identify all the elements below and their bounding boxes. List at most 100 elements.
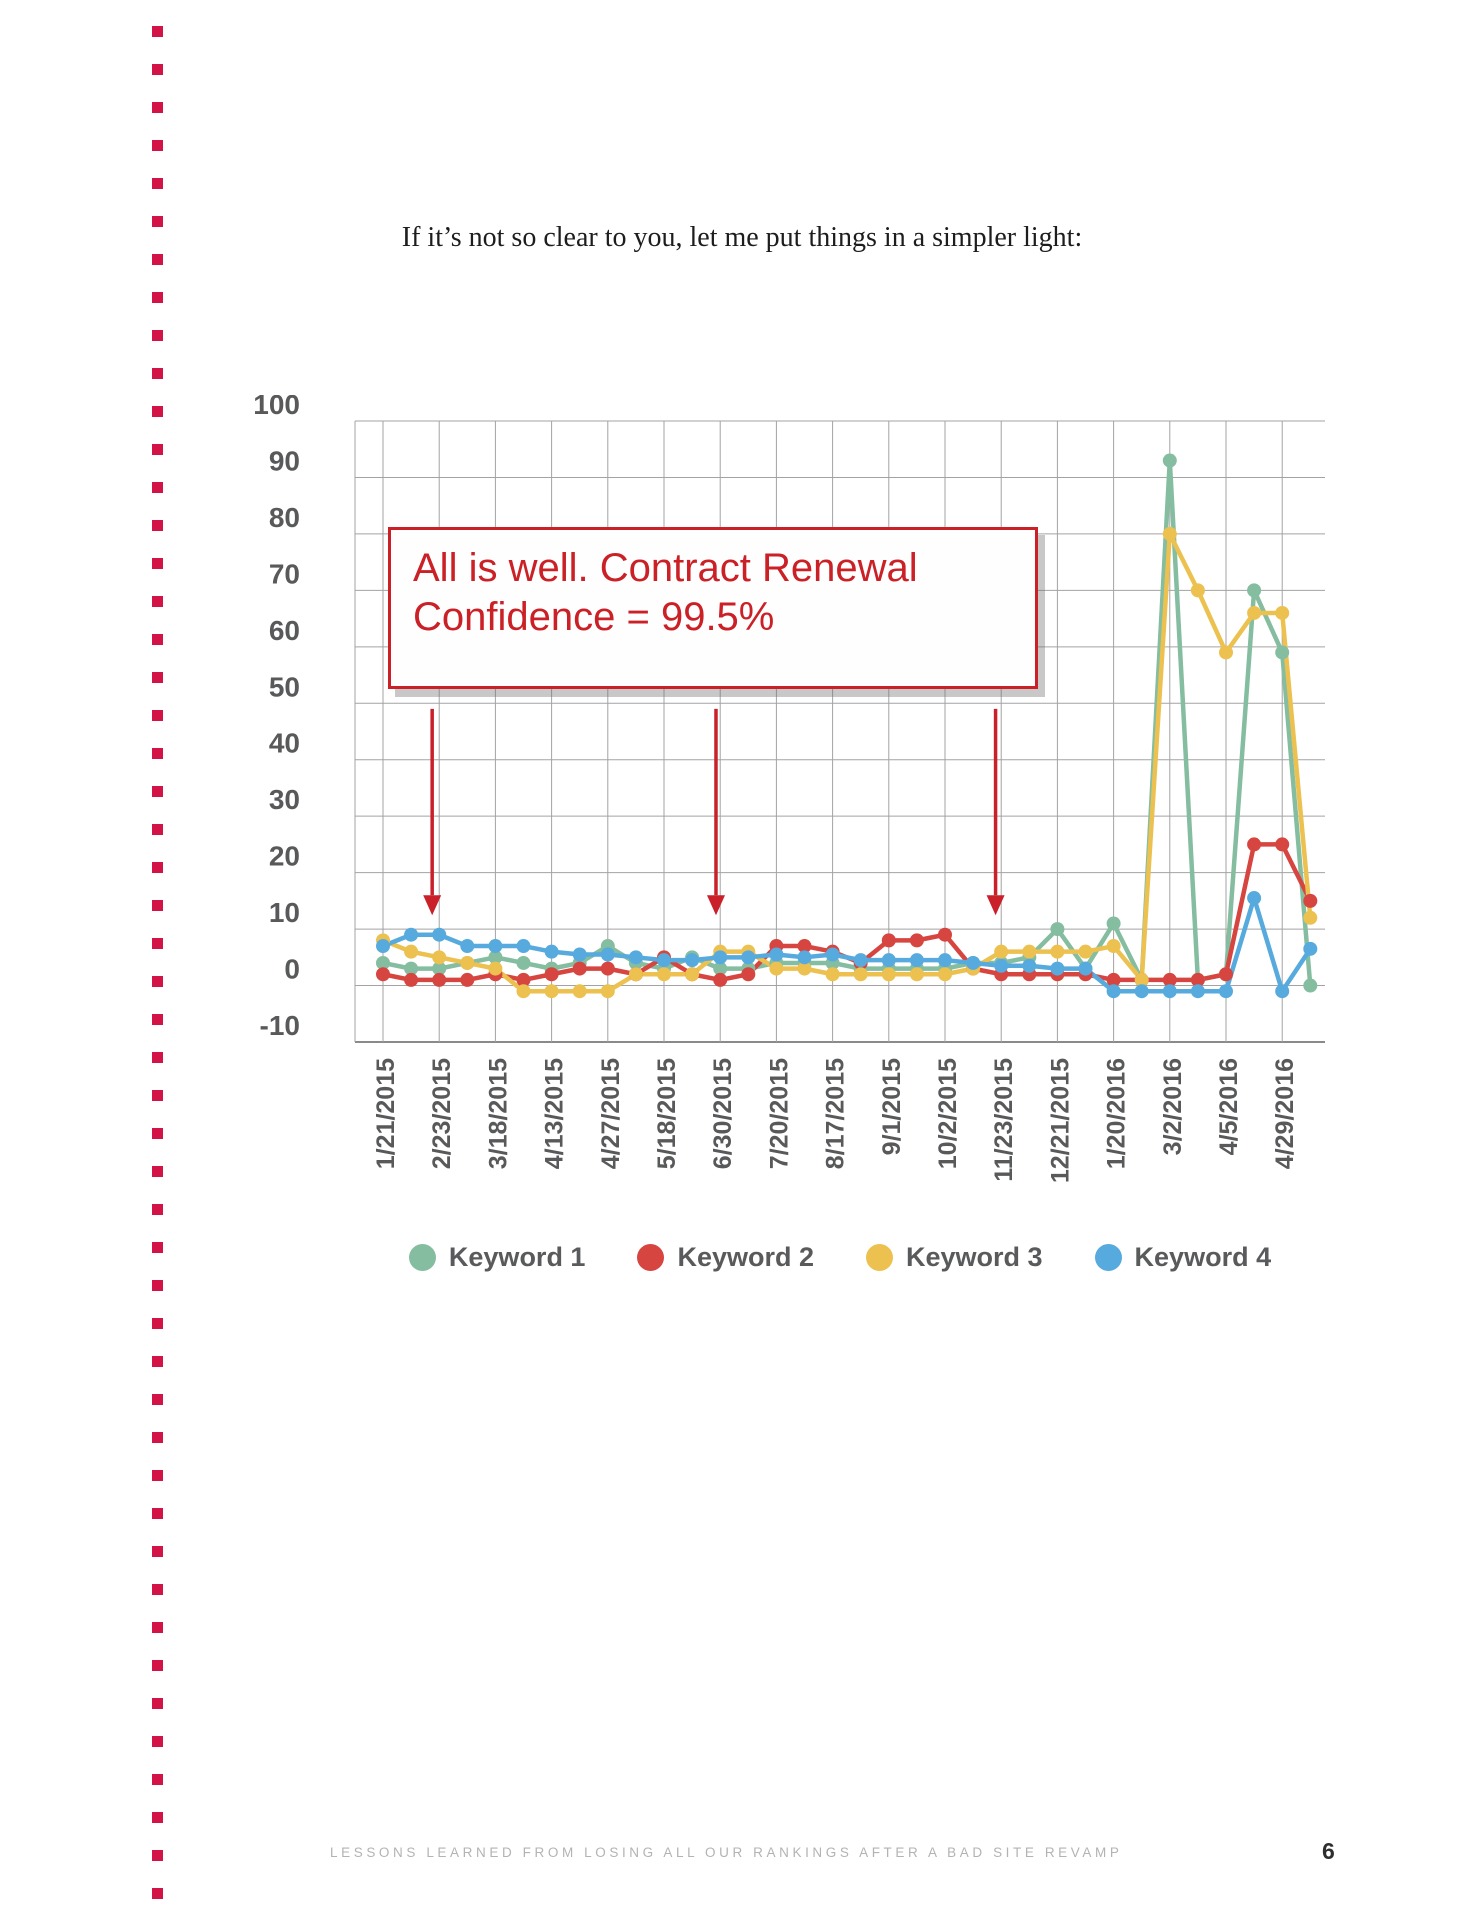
data-point [376,955,390,970]
data-point [544,967,559,982]
annotation-line2: Confidence = 99.5% [413,595,775,639]
data-point [544,984,559,999]
data-point [404,927,419,942]
x-axis-label: 5/18/2015 [653,1058,681,1169]
data-point [1219,967,1233,982]
x-axis-label: 2/23/2015 [428,1058,456,1169]
data-point [1303,893,1318,908]
data-point [1303,941,1318,956]
x-axis-label: 6/30/2015 [709,1058,737,1169]
x-axis-label: 3/18/2015 [484,1058,512,1169]
data-point [1219,984,1233,999]
data-point [572,984,587,999]
data-point [853,967,868,982]
data-point [376,939,390,954]
x-axis-label: 4/5/2016 [1215,1058,1243,1155]
x-axis-label: 3/2/2016 [1159,1058,1187,1155]
down-arrow-head [986,895,1005,916]
data-point [460,972,475,987]
data-point [1106,916,1121,931]
annotation-callout: All is well. Contract Renewal Confidence… [388,527,1038,689]
data-point [572,947,587,962]
x-axis-label: 10/2/2015 [934,1058,962,1169]
data-point [713,961,728,976]
legend-item: Keyword 4 [1094,1241,1272,1273]
data-point [769,947,784,962]
data-point [1275,605,1290,620]
data-point [1303,978,1318,993]
data-point [1078,944,1093,959]
data-point [1078,961,1093,976]
down-arrow-head [423,895,442,916]
data-point [628,967,643,982]
data-point [432,950,447,965]
x-axis-label: 4/29/2016 [1271,1058,1299,1169]
data-point [1106,984,1121,999]
y-axis-label: 40 [269,728,300,759]
data-point [994,958,1009,973]
y-axis-label: 80 [269,502,300,533]
legend-label: Keyword 4 [1134,1241,1272,1272]
legend-label: Keyword 2 [677,1241,814,1272]
y-axis-label: 50 [269,671,300,702]
data-point [797,950,812,965]
page-number: 6 [1322,1838,1335,1864]
y-axis-label: 0 [284,954,300,985]
legend-dot [637,1243,665,1271]
data-point [881,953,896,968]
data-point [909,953,924,968]
data-point [1162,453,1177,468]
legend-label: Keyword 1 [448,1241,586,1272]
legend-dot [866,1243,893,1271]
data-point [376,967,390,982]
chart-legend: Keyword 1 Keyword 2 Keyword 3 Keyword 4 [260,1232,1420,1282]
data-point [853,953,868,968]
data-point [460,955,475,970]
data-point [600,961,615,976]
legend-item: Keyword 1 [408,1241,586,1273]
legend-item: Keyword 2 [637,1242,814,1273]
data-point [1022,944,1037,959]
data-point [460,939,475,954]
data-point [1106,939,1121,954]
series-line-keyword-4 [382,895,1313,994]
data-point [881,967,896,982]
x-axis-label: 7/20/2015 [765,1058,793,1169]
data-point [938,967,952,982]
down-arrow-head [706,895,725,916]
data-point [713,972,728,987]
data-point [909,967,924,982]
legend-dot [1094,1243,1122,1271]
legend-label: Keyword 3 [906,1241,1043,1272]
x-axis-label: 9/1/2015 [878,1058,906,1155]
y-axis-label: 20 [269,841,300,872]
data-point [1275,837,1290,852]
data-point [1050,961,1065,976]
data-point [685,967,700,982]
data-point [1190,972,1205,987]
data-point [1190,583,1205,598]
x-axis-label: 8/17/2015 [822,1058,850,1169]
data-point [1106,972,1121,987]
annotation-line1: All is well. Contract Renewal [413,546,918,590]
data-point [600,947,615,962]
y-axis-label: 60 [269,615,300,646]
data-point [432,961,447,976]
data-point [1134,984,1149,999]
data-point [1050,944,1065,959]
footer-title: LESSONS LEARNED FROM LOSING ALL OUR RANK… [330,1845,1123,1860]
legend-item: Keyword 3 [866,1242,1043,1273]
y-axis-label: 70 [269,558,300,589]
data-point [1219,645,1233,660]
y-axis-label: 90 [269,445,300,476]
data-point [657,953,671,968]
page-footer: LESSONS LEARNED FROM LOSING ALL OUR RANK… [330,1845,1122,1860]
data-point [572,961,587,976]
legend-dot [408,1243,436,1271]
data-point [797,939,812,954]
y-axis-label: 100 [253,395,300,420]
x-axis-label: 4/27/2015 [597,1058,625,1169]
data-point [1247,605,1262,620]
data-point [713,950,728,965]
x-axis-label: 1/21/2015 [372,1058,400,1169]
